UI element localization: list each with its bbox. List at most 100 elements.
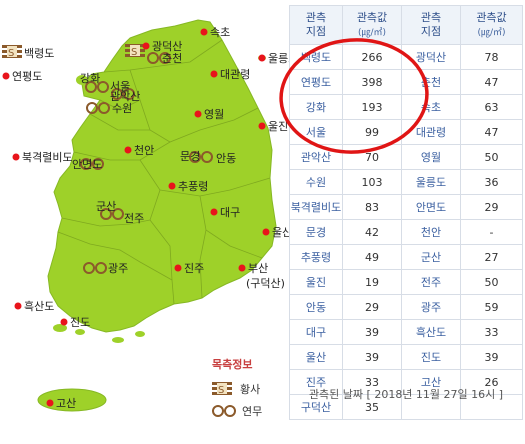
station-label: 천안 xyxy=(134,143,154,157)
site-value-cell: 50 xyxy=(460,144,523,170)
site-name-cell: 전주 xyxy=(401,269,461,295)
site-value-cell: 27 xyxy=(460,244,523,270)
station-label: 전주 xyxy=(124,212,144,225)
jeju-island xyxy=(37,388,107,412)
site-value-cell: 39 xyxy=(460,344,523,370)
site-name-cell: 속초 xyxy=(401,94,461,120)
station-label: 고산 xyxy=(56,397,76,410)
station-jindo[interactable]: 진도 xyxy=(60,316,91,329)
station-dot xyxy=(168,182,176,190)
site-name-cell: 안면도 xyxy=(401,194,461,220)
station-label: 춘천 xyxy=(162,51,182,65)
station-gudeoksan[interactable]: (구덕산) xyxy=(246,277,285,290)
table-row: 강화 193 속초 63 xyxy=(289,94,523,120)
station-seoul[interactable]: 서울 xyxy=(110,80,130,93)
island-sw-1 xyxy=(53,324,67,332)
mist-icon xyxy=(83,262,107,274)
island-s-2 xyxy=(135,331,145,337)
station-gosan[interactable]: 고산 xyxy=(46,397,77,410)
station-chuncheon[interactable]: 춘천 xyxy=(162,51,182,65)
station-baengnyeongdo[interactable]: 백령도 xyxy=(24,47,54,60)
station-jinju[interactable]: 진주 xyxy=(174,262,205,275)
site-value-cell: 47 xyxy=(460,119,523,145)
site-value-cell: 42 xyxy=(342,219,402,245)
island-s-1 xyxy=(112,337,124,343)
site-name-cell: 강화 xyxy=(289,94,343,120)
site-name-cell: 울산 xyxy=(289,344,343,370)
legend-title: 목측정보 xyxy=(212,358,253,371)
site-value-cell: 78 xyxy=(460,44,523,70)
site-name-cell: 영월 xyxy=(401,144,461,170)
site-name-cell: 흑산도 xyxy=(401,319,461,345)
site-value-cell: 39 xyxy=(342,344,402,370)
site-name-cell: 대관령 xyxy=(401,119,461,145)
station-yeonpyeongdo[interactable]: 연평도 xyxy=(2,70,43,83)
site-name-cell: 서울 xyxy=(289,119,343,145)
station-cheonan[interactable]: 천안 xyxy=(124,143,155,157)
table-row: 대구 39 흑산도 33 xyxy=(289,319,523,345)
station-gwangju[interactable]: 광주 xyxy=(108,262,128,275)
station-suwon[interactable]: 수원 xyxy=(112,102,132,115)
table-row: 추풍령 49 군산 27 xyxy=(289,244,523,270)
station-label: 진도 xyxy=(70,316,90,329)
station-label: 수원 xyxy=(112,102,132,115)
site-name-cell: 추풍령 xyxy=(289,244,343,270)
station-dot xyxy=(238,264,246,272)
station-anmyeondo[interactable]: 안면도 xyxy=(72,158,102,171)
station-dot xyxy=(124,146,132,154)
station-label: 추풍령 xyxy=(178,180,208,193)
station-bukgyeokryeolbido[interactable]: 북격렬비도 xyxy=(12,151,73,164)
site-value-cell: 36 xyxy=(460,169,523,195)
table-row: 관악산 70 영월 50 xyxy=(289,144,523,170)
table-header-row: 관측 지점 관측값 (㎍/㎥) 관측 지점 관측값 (㎍/㎥) xyxy=(289,5,523,45)
station-ganghwa[interactable]: 강화 xyxy=(80,72,100,85)
site-name-cell: 광덕산 xyxy=(401,44,461,70)
table-row: 백령도 266 광덕산 78 xyxy=(289,44,523,70)
map-legend: 목측정보 S 황사 연무 xyxy=(212,356,287,422)
column-header-site: 관측 지점 xyxy=(289,5,343,45)
site-value-cell: 47 xyxy=(460,69,523,95)
station-gwanaksan[interactable]: 관악산 xyxy=(110,90,140,103)
station-label: 서울 xyxy=(110,80,130,93)
station-mungyeong[interactable]: 문경 xyxy=(180,150,200,163)
station-gunsan[interactable]: 군산 xyxy=(96,200,116,213)
site-value-cell: 266 xyxy=(342,44,402,70)
station-daegu[interactable]: 대구 xyxy=(210,206,241,219)
station-sokcho[interactable]: 속초 xyxy=(200,26,231,39)
table-row: 울산 39 진도 39 xyxy=(289,344,523,370)
site-name-cell: 대구 xyxy=(289,319,343,345)
station-heuksando[interactable]: 흑산도 xyxy=(14,299,55,313)
site-value-cell: 99 xyxy=(342,119,402,145)
station-label: 안면도 xyxy=(72,158,102,171)
station-dot xyxy=(60,318,68,326)
site-name-cell xyxy=(401,394,461,420)
station-ulsan[interactable]: 울산 xyxy=(262,226,291,239)
station-gwangdeoksan[interactable]: 광덕산 xyxy=(142,40,183,53)
site-value-cell: 398 xyxy=(342,69,402,95)
table-row: 서울 99 대관령 47 xyxy=(289,119,523,145)
station-chupungnyeong[interactable]: 추풍령 xyxy=(168,180,209,193)
site-name-cell: 광주 xyxy=(401,294,461,320)
station-yeongwol[interactable]: 영월 xyxy=(194,108,225,121)
station-dot xyxy=(210,208,218,216)
station-label: (구덕산) xyxy=(246,277,285,290)
svg-text:S: S xyxy=(218,385,224,396)
station-label: 속초 xyxy=(210,26,230,39)
site-name-cell: 수원 xyxy=(289,169,343,195)
mist-icon xyxy=(85,81,109,93)
station-jeonju[interactable]: 전주 xyxy=(124,212,144,225)
mist-icon xyxy=(80,158,104,170)
station-label: 백령도 xyxy=(24,47,54,60)
site-name-cell: 안동 xyxy=(289,294,343,320)
table-row: 연평도 398 춘천 47 xyxy=(289,69,523,95)
station-busan[interactable]: 부산 xyxy=(238,262,269,275)
station-daegwallyeong[interactable]: 대관령 xyxy=(210,68,251,81)
station-dot xyxy=(2,72,10,80)
island-ganghwa xyxy=(76,75,88,85)
site-value-cell: 29 xyxy=(342,294,402,320)
site-value-cell: 33 xyxy=(460,319,523,345)
station-dot xyxy=(14,302,22,310)
site-name-cell: 군산 xyxy=(401,244,461,270)
station-ulleungdo[interactable]: 울릉도 xyxy=(258,52,291,65)
station-andong[interactable]: 안동 xyxy=(216,152,236,165)
